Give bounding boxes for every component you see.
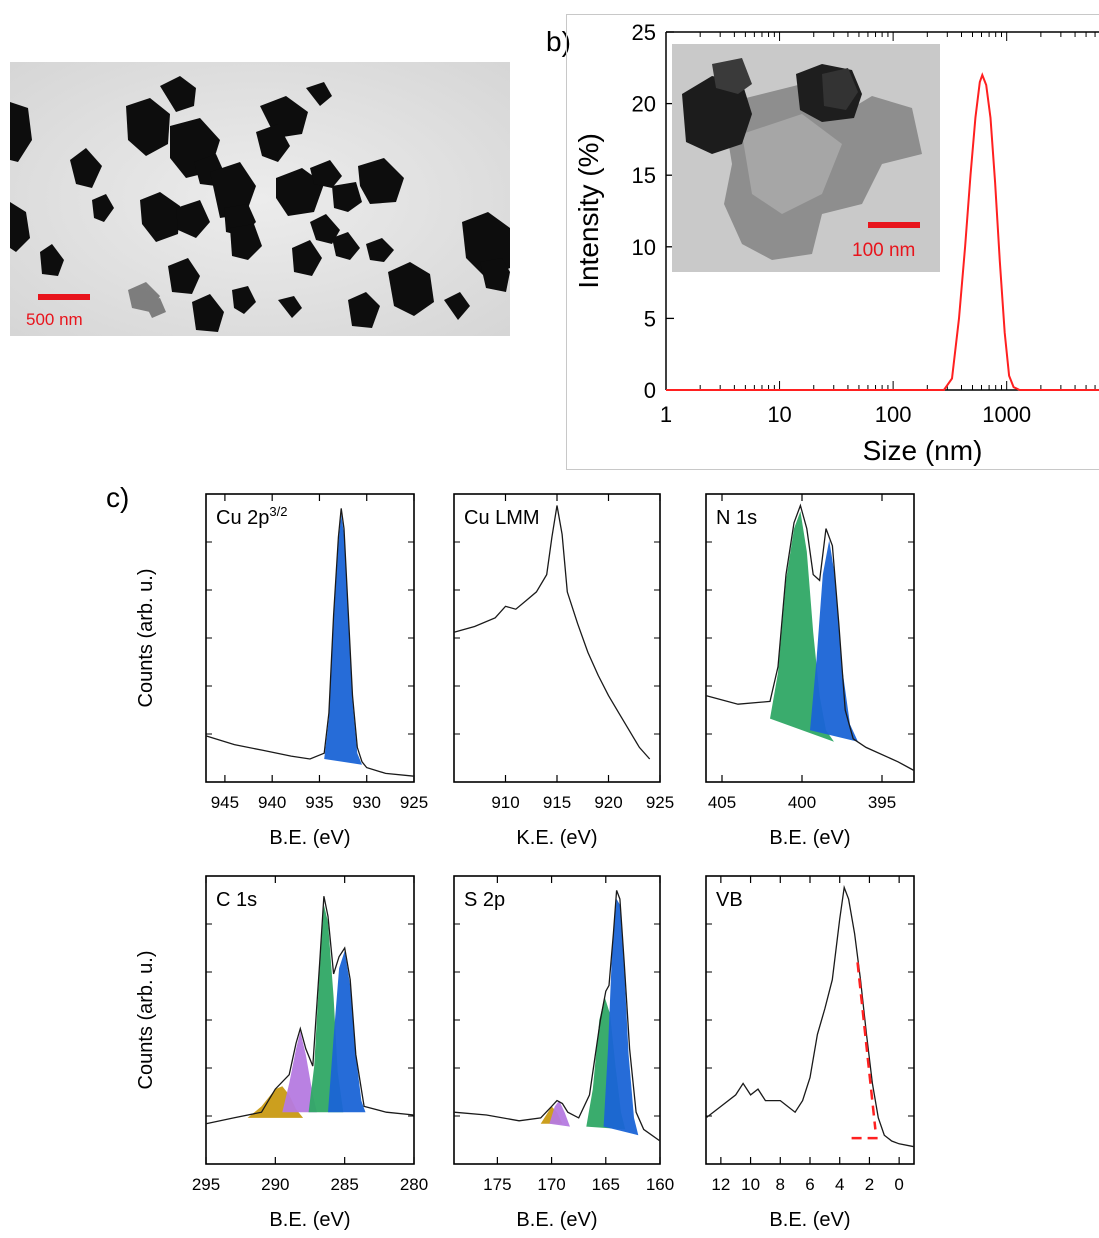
panel-label-c: c) [106, 482, 130, 513]
xps-x-tick-label: 170 [537, 1175, 565, 1194]
scale-bar-label-b: 100 nm [852, 240, 916, 261]
xps-x-tick-label: 920 [594, 793, 622, 812]
xps-frame-cu2p [205, 493, 415, 783]
dls-y-tick-label: 20 [632, 92, 656, 117]
xps-series-line-culmm [453, 505, 651, 760]
vb-fit-line [856, 962, 877, 1130]
xps-panel-title: Cu LMM [464, 507, 540, 529]
xps-x-tick-label: 175 [483, 1175, 511, 1194]
dls-series-line [666, 72, 1099, 391]
xps-panel-title: S 2p [464, 889, 505, 911]
xps-x-tick-label: 160 [646, 1175, 674, 1194]
dls-y-tick-label: 25 [632, 20, 656, 45]
dls-x-tick-label: 10 [767, 402, 791, 427]
xps-series-line-c1s [205, 896, 415, 1125]
xps-x-tick-label: 915 [543, 793, 571, 812]
dls-y-tick-label: 15 [632, 163, 656, 188]
xps-x-axis-label: B.E. (eV) [769, 1209, 850, 1231]
xps-panel-culmm: 910 915 920 925 K.E. (eV) Cu LMM [453, 493, 674, 849]
tem-micrograph-a: 500 nm [10, 62, 510, 336]
xps-x-tick-label: 400 [788, 793, 816, 812]
xps-x-tick-label: 940 [258, 793, 286, 812]
xps-x-tick-label: 925 [646, 793, 674, 812]
xps-panel-title-sup: 3/2 [269, 504, 287, 519]
xps-x-tick-label: 0 [894, 1175, 903, 1194]
xps-component-purple [549, 1100, 570, 1127]
scale-bar-label-a: 500 nm [26, 310, 83, 329]
xps-x-tick-label: 6 [805, 1175, 814, 1194]
xps-x-tick-label: 165 [592, 1175, 620, 1194]
xps-x-axis-label: B.E. (eV) [516, 1209, 597, 1231]
xps-x-tick-label: 8 [776, 1175, 785, 1194]
tem-inset-b: 100 nm [672, 44, 940, 272]
xps-x-tick-label: 945 [211, 793, 239, 812]
xps-x-tick-label: 12 [711, 1175, 730, 1194]
xps-x-tick-label: 935 [305, 793, 333, 812]
dls-y-tick-label: 5 [644, 306, 656, 331]
panel-b-frame [566, 14, 1099, 470]
dls-x-tick-label: 100 [875, 402, 912, 427]
xps-panel-vb: 12 10 8 6 4 2 0 B.E. (eV) VB [705, 875, 915, 1231]
xps-frame-c1s [205, 875, 415, 1165]
xps-panel-c1s: 295 290 285 280 B.E. (eV) Counts (arb. u.) C 1… [135, 875, 428, 1231]
xps-x-tick-label: 930 [353, 793, 381, 812]
xps-charts: 945 940 935 930 925 B.E. (eV) Counts (arb. u.)… [135, 493, 915, 1231]
xps-x-tick-label: 2 [865, 1175, 874, 1194]
dls-y-tick-label: 10 [632, 235, 656, 260]
xps-series-line-s2p [453, 890, 661, 1142]
xps-x-tick-label: 280 [400, 1175, 428, 1194]
xps-panel-title: N 1s [716, 507, 757, 529]
xps-y-axis-label: Counts (arb. u.) [135, 569, 157, 708]
xps-x-tick-label: 910 [491, 793, 519, 812]
xps-x-tick-label: 4 [835, 1175, 844, 1194]
xps-series-line-vb [705, 884, 915, 1148]
xps-component-blue [328, 950, 366, 1113]
xps-x-tick-label: 925 [400, 793, 428, 812]
xps-component-blue [810, 540, 858, 742]
xps-panel-title: Cu 2p3/2 [216, 504, 287, 529]
dls-x-axis-label: Size (nm) [863, 435, 983, 466]
xps-panel-n1s: 405 400 395 B.E. (eV) N 1s [705, 493, 915, 849]
xps-x-axis-label: B.E. (eV) [769, 827, 850, 849]
xps-x-tick-label: 395 [868, 793, 896, 812]
xps-x-tick-label: 405 [708, 793, 736, 812]
xps-x-axis-label: K.E. (eV) [516, 827, 597, 849]
xps-x-tick-label: 295 [192, 1175, 220, 1194]
xps-series-line-n1s [705, 503, 915, 772]
xps-y-axis-label: Counts (arb. u.) [135, 951, 157, 1090]
dls-chart: 0 5 10 15 20 25 1 10 100 1000 Size (nm) Intensity (… [573, 20, 1099, 466]
xps-frame-culmm [453, 493, 661, 783]
xps-x-tick-label: 290 [261, 1175, 289, 1194]
tem-inset-b-drawing [672, 44, 940, 272]
tem-micrograph-a-drawing [10, 62, 510, 336]
dls-x-tick-label: 1 [660, 402, 672, 427]
xps-component-blue [603, 899, 639, 1136]
xps-series-line-cu2p [205, 508, 415, 777]
xps-x-tick-label: 10 [741, 1175, 760, 1194]
xps-component-purple [282, 1031, 317, 1113]
xps-panel-s2p: 175 170 165 160 B.E. (eV) S 2p [453, 875, 674, 1231]
dls-y-tick-label: 0 [644, 378, 656, 403]
xps-panel-title: C 1s [216, 889, 257, 911]
xps-component-blue [324, 514, 362, 765]
xps-x-tick-label: 285 [330, 1175, 358, 1194]
xps-x-axis-label: B.E. (eV) [269, 1209, 350, 1231]
xps-panel-title: VB [716, 889, 743, 911]
xps-panel-cu2p: 945 940 935 930 925 B.E. (eV) Counts (arb. u.)… [135, 493, 428, 849]
xps-x-axis-label: B.E. (eV) [269, 827, 350, 849]
dls-x-tick-label: 1000 [982, 402, 1031, 427]
dls-y-axis-label: Intensity (%) [573, 133, 604, 289]
xps-frame-vb [705, 875, 915, 1165]
